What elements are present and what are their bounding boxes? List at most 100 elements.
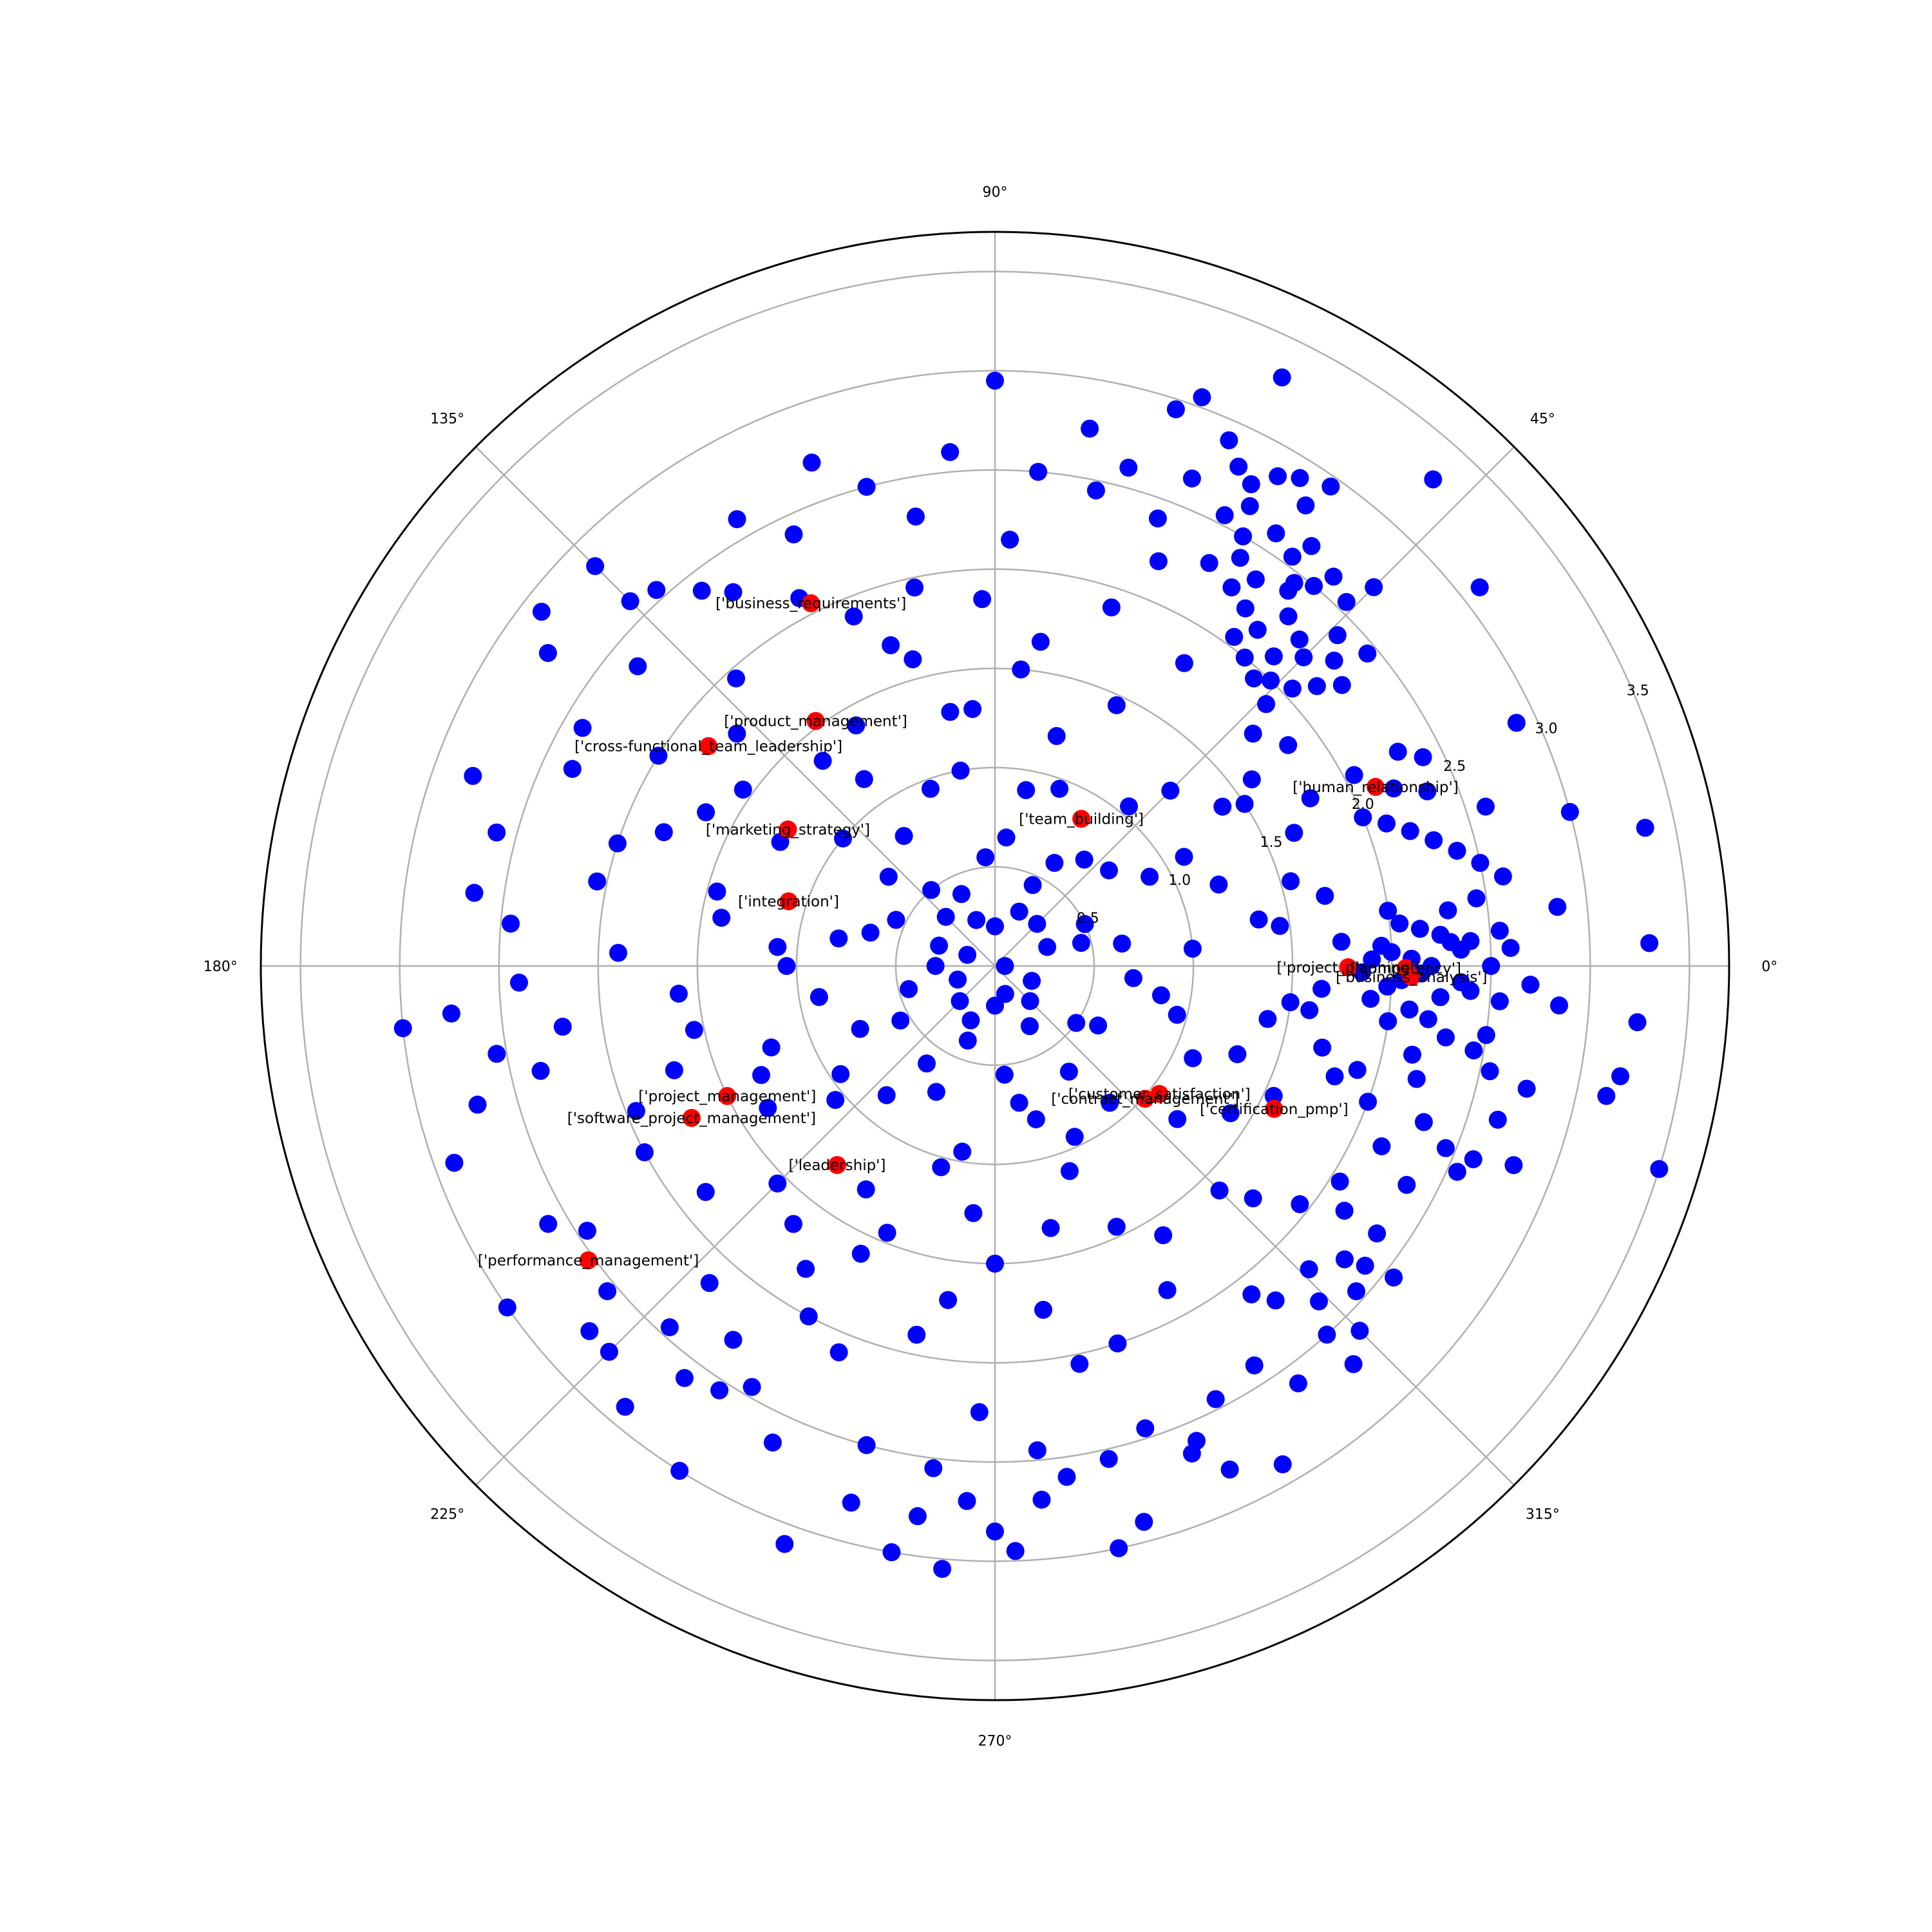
point-label: ['competency']	[1350, 960, 1461, 977]
scatter-point	[941, 443, 960, 461]
scatter-point	[1245, 669, 1263, 688]
scatter-point	[1368, 1224, 1387, 1243]
scatter-point	[1200, 554, 1218, 573]
scatter-point	[951, 992, 969, 1010]
scatter-point	[963, 700, 982, 718]
scatter-point	[675, 1368, 694, 1387]
scatter-point	[930, 936, 949, 955]
scatter-point	[976, 848, 995, 867]
scatter-point	[1300, 1260, 1318, 1278]
scatter-point	[1271, 916, 1289, 935]
scatter-point	[1490, 992, 1509, 1010]
scatter-point	[941, 703, 960, 721]
scatter-point	[1344, 1355, 1363, 1374]
scatter-point	[1010, 902, 1028, 921]
scatter-point	[1300, 1001, 1319, 1019]
scatter-point	[1188, 1432, 1206, 1450]
point-label: ['project_management']	[638, 1088, 816, 1105]
scatter-point	[887, 911, 905, 929]
highlighted-point	[779, 820, 797, 838]
scatter-point	[1636, 819, 1654, 837]
scatter-point	[1045, 853, 1064, 872]
scatter-point	[878, 1224, 896, 1242]
highlighted-point	[1367, 777, 1385, 796]
scatter-point	[842, 1493, 860, 1512]
scatter-point	[953, 1142, 972, 1161]
scatter-point	[1282, 872, 1300, 891]
scatter-point	[1235, 795, 1254, 813]
scatter-point	[877, 1086, 896, 1104]
point-label: ['business_requirements']	[715, 596, 906, 612]
scatter-point	[1220, 431, 1238, 450]
scatter-point	[1065, 1128, 1084, 1146]
scatter-point	[1193, 388, 1211, 406]
scatter-point	[1291, 469, 1309, 488]
scatter-point	[724, 1331, 743, 1349]
scatter-point	[488, 823, 506, 842]
scatter-point	[1628, 1013, 1647, 1032]
scatter-point	[918, 1054, 936, 1073]
scatter-point	[1348, 1061, 1367, 1079]
scatter-point	[775, 1535, 794, 1553]
scatter-point	[1273, 1455, 1292, 1473]
scatter-point	[1365, 578, 1383, 596]
scatter-point	[1422, 957, 1441, 975]
scatter-point	[510, 973, 528, 992]
scatter-point	[932, 1158, 951, 1177]
scatter-point	[1372, 1137, 1391, 1155]
scatter-point	[1168, 1110, 1187, 1128]
scatter-point	[532, 602, 551, 621]
scatter-point	[1328, 626, 1347, 645]
scatter-point	[861, 923, 880, 942]
scatter-point	[710, 1381, 729, 1399]
scatter-point	[1182, 469, 1201, 488]
scatter-point	[986, 1522, 1004, 1541]
scatter-point	[1359, 1092, 1378, 1111]
scatter-point	[1464, 1041, 1483, 1060]
scatter-point	[986, 917, 1004, 936]
scatter-point	[799, 1307, 818, 1326]
scatter-point	[997, 828, 1016, 847]
scatter-point	[1028, 1441, 1046, 1459]
scatter-point	[986, 996, 1004, 1015]
scatter-point	[1285, 824, 1303, 842]
scatter-point	[609, 943, 627, 962]
scatter-point	[1279, 736, 1298, 754]
scatter-point	[1388, 743, 1407, 761]
scatter-point	[924, 1459, 943, 1477]
angle-tick-label: 315°	[1526, 1506, 1560, 1522]
scatter-point	[393, 1019, 412, 1037]
scatter-point	[468, 1095, 487, 1114]
highlighted-point	[699, 737, 718, 755]
scatter-point	[685, 1021, 703, 1039]
scatter-point	[696, 1182, 715, 1201]
scatter-point	[882, 1543, 901, 1562]
scatter-point	[724, 583, 743, 601]
scatter-point	[1337, 592, 1356, 611]
scatter-point	[1235, 649, 1254, 667]
scatter-point	[708, 882, 726, 901]
scatter-point	[1210, 1181, 1229, 1200]
scatter-point	[986, 1255, 1004, 1273]
angle-tick-label: 0°	[1761, 959, 1777, 975]
scatter-point	[1488, 1110, 1507, 1129]
scatter-point	[921, 779, 940, 798]
point-labels: ['business_requirements'] ['product_manag…	[478, 596, 1488, 1269]
scatter-point	[578, 1222, 596, 1240]
scatter-point	[829, 1343, 848, 1361]
scatter-point	[1476, 797, 1495, 816]
scatter-point	[1403, 1045, 1421, 1064]
scatter-point	[1597, 1086, 1616, 1105]
scatter-point	[1290, 630, 1309, 649]
scatter-point	[1075, 914, 1094, 933]
scatter-point	[697, 803, 715, 822]
scatter-point	[829, 929, 848, 948]
scatter-point	[1264, 1086, 1283, 1105]
scatter-point	[1010, 1094, 1028, 1112]
scatter-point	[1490, 922, 1509, 940]
scatter-point	[1041, 1218, 1060, 1237]
scatter-point	[1347, 1282, 1365, 1301]
point-label: ['project_planning']	[1277, 960, 1420, 976]
scatter-point	[1119, 459, 1138, 477]
